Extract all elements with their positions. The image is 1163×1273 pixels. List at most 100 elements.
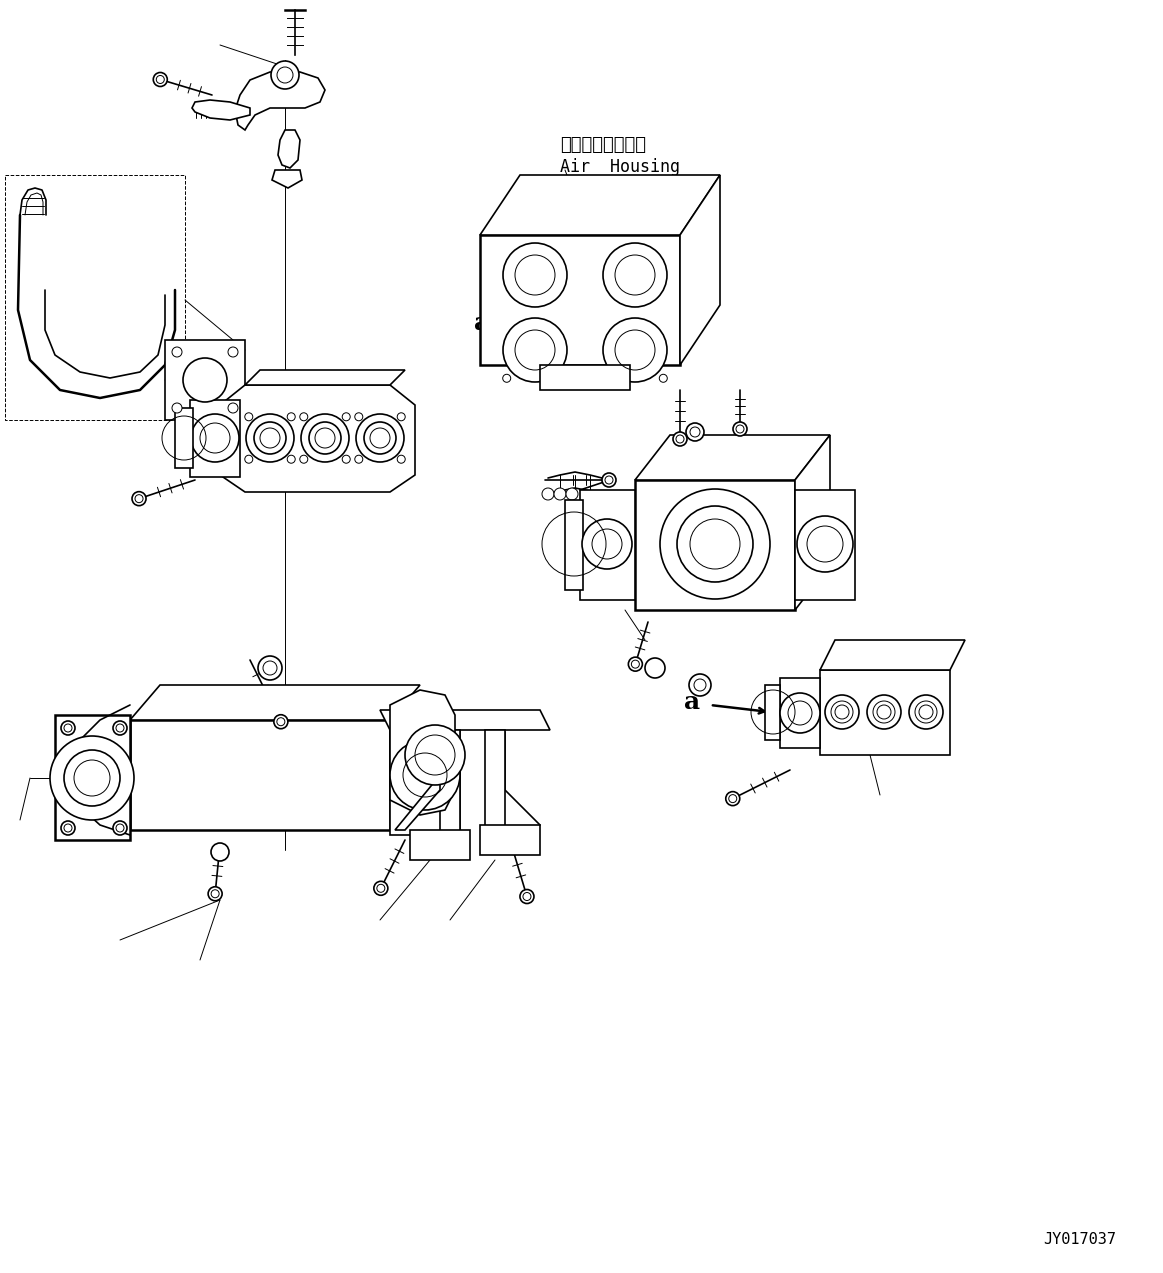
Circle shape [355,412,363,421]
Polygon shape [680,174,720,365]
Circle shape [726,792,740,806]
Polygon shape [130,685,420,721]
Polygon shape [485,729,505,835]
Circle shape [398,412,405,421]
Circle shape [244,456,252,463]
Circle shape [733,423,747,435]
Circle shape [566,488,578,500]
Text: エアーハウジング: エアーハウジング [561,136,645,154]
Circle shape [191,414,240,462]
Circle shape [504,243,568,307]
Circle shape [355,456,363,463]
Circle shape [686,423,704,440]
Polygon shape [580,490,635,600]
Circle shape [211,843,229,861]
Circle shape [113,721,127,735]
Circle shape [133,491,147,505]
Polygon shape [235,73,324,130]
Circle shape [254,423,286,454]
Circle shape [398,456,405,463]
Circle shape [271,61,299,89]
Circle shape [258,656,281,680]
Circle shape [244,412,252,421]
Circle shape [154,73,167,87]
Polygon shape [795,435,830,610]
Text: Air  Housing: Air Housing [561,158,680,176]
Polygon shape [272,171,302,188]
Polygon shape [480,236,680,365]
Circle shape [228,348,238,356]
Bar [165,340,245,420]
Circle shape [797,516,852,572]
Polygon shape [480,174,720,236]
Circle shape [183,358,227,402]
Circle shape [60,821,74,835]
Circle shape [60,721,74,735]
Bar [565,500,583,589]
Circle shape [300,456,308,463]
Polygon shape [130,721,390,830]
Text: JY017037: JY017037 [1043,1232,1116,1248]
Polygon shape [380,710,550,729]
Polygon shape [278,130,300,168]
Circle shape [582,519,632,569]
Circle shape [342,412,350,421]
Polygon shape [480,825,540,855]
Circle shape [390,740,461,810]
Circle shape [301,414,349,462]
Circle shape [602,243,668,307]
Circle shape [64,750,120,806]
Polygon shape [220,384,415,491]
Circle shape [866,695,901,729]
Polygon shape [390,690,455,815]
Polygon shape [390,715,461,835]
Circle shape [520,890,534,904]
Polygon shape [795,490,855,600]
Polygon shape [765,685,780,740]
Text: a: a [684,690,700,714]
Circle shape [677,505,752,582]
Circle shape [688,673,711,696]
Circle shape [172,404,181,412]
Circle shape [247,414,294,462]
Circle shape [628,657,642,671]
Circle shape [50,736,134,820]
Polygon shape [820,640,965,670]
Circle shape [287,412,295,421]
Polygon shape [440,729,461,840]
Polygon shape [55,715,130,840]
Circle shape [542,488,554,500]
Circle shape [645,658,665,679]
Circle shape [554,488,566,500]
Circle shape [405,726,465,785]
Circle shape [659,489,770,600]
Circle shape [673,432,687,446]
Polygon shape [411,830,470,861]
Bar [174,409,193,468]
Bar [540,365,630,390]
Circle shape [172,348,181,356]
Circle shape [504,318,568,382]
Circle shape [273,714,288,728]
Circle shape [287,456,295,463]
Circle shape [909,695,943,729]
Polygon shape [395,732,440,830]
Polygon shape [190,400,240,477]
Circle shape [208,887,222,901]
Polygon shape [635,480,795,610]
Text: a: a [473,311,490,335]
Circle shape [228,404,238,412]
Circle shape [780,693,820,733]
Polygon shape [635,435,830,480]
Circle shape [342,456,350,463]
Circle shape [113,821,127,835]
Circle shape [300,412,308,421]
Polygon shape [192,101,250,120]
Polygon shape [820,670,950,755]
Polygon shape [245,370,405,384]
Circle shape [364,423,395,454]
Circle shape [356,414,404,462]
Circle shape [825,695,859,729]
Polygon shape [780,679,820,749]
Circle shape [602,318,668,382]
